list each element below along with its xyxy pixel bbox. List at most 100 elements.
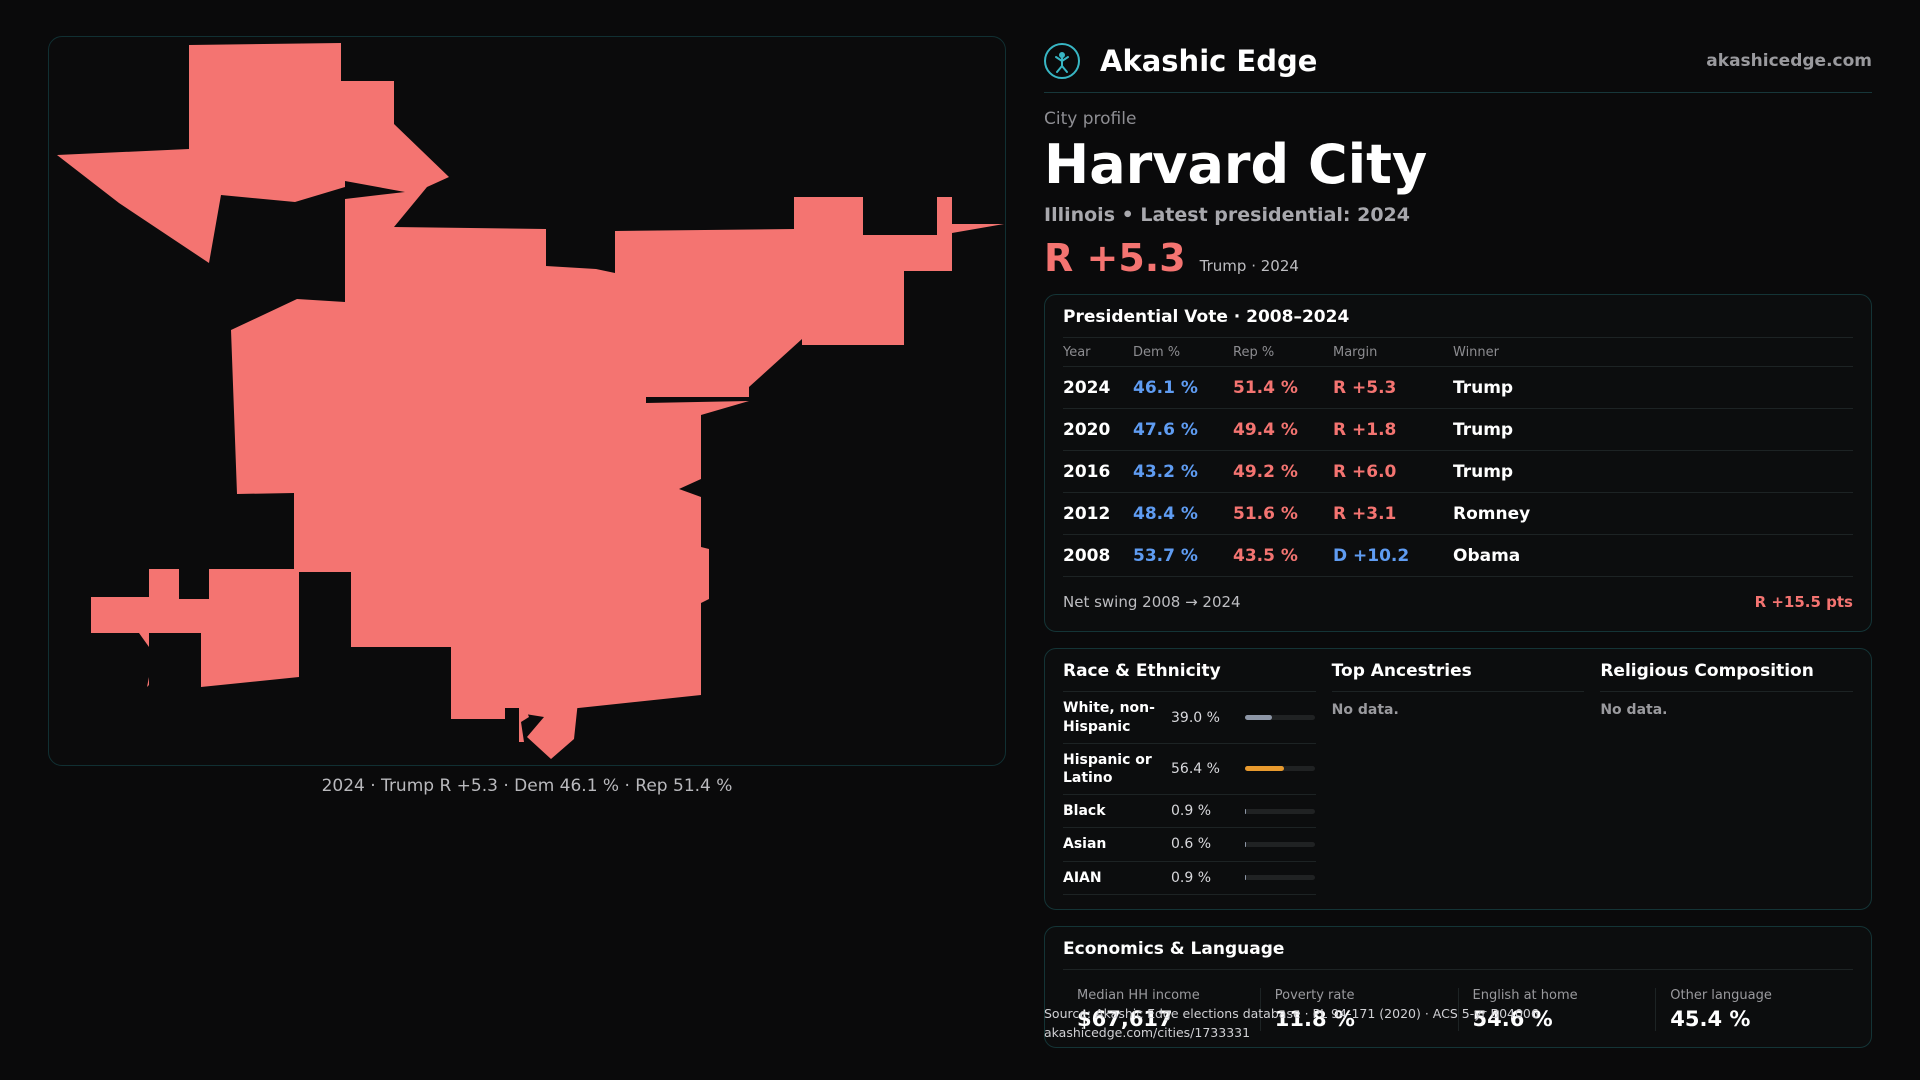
col-dem: Dem % bbox=[1133, 338, 1233, 368]
race-value: 56.4 % bbox=[1171, 760, 1220, 777]
cell-dem: 48.4 % bbox=[1133, 492, 1233, 536]
col-margin: Margin bbox=[1333, 338, 1453, 368]
map-caption: 2024 · Trump R +5.3 · Dem 46.1 % · Rep 5… bbox=[321, 776, 733, 796]
econ-stat-value: $67,617 bbox=[1077, 1007, 1173, 1032]
econ-stat-label: English at home bbox=[1472, 988, 1578, 1004]
brand-name[interactable]: Akashic Edge bbox=[1100, 44, 1318, 78]
profile-subtitle: Illinois • Latest presidential: 2024 bbox=[1044, 204, 1411, 227]
table-row: 2024 46.1 % 51.4 % R +5.3 Trump bbox=[1063, 366, 1853, 410]
table-row: 2008 53.7 % 43.5 % D +10.2 Obama bbox=[1063, 534, 1853, 578]
cell-winner: Romney bbox=[1453, 492, 1853, 536]
race-value: 0.9 % bbox=[1171, 803, 1212, 820]
race-row: Black 0.9 % bbox=[1063, 795, 1316, 829]
econ-stat: Poverty rate 11.8 % bbox=[1259, 988, 1458, 1032]
cell-winner: Trump bbox=[1453, 408, 1853, 452]
col-year: Year bbox=[1063, 338, 1133, 368]
city-boundary-shape[interactable] bbox=[57, 43, 1004, 759]
race-value: 39.0 % bbox=[1171, 709, 1220, 726]
race-bar bbox=[1245, 875, 1315, 881]
race-row: White, non-Hispanic 39.0 % bbox=[1063, 692, 1316, 744]
race-value: 0.9 % bbox=[1171, 869, 1212, 886]
col-winner: Winner bbox=[1453, 338, 1853, 368]
presidential-vote-card: Presidential Vote · 2008–2024 Year Dem %… bbox=[1044, 294, 1872, 633]
source-url[interactable]: akashicedge.com/cities/1733331 bbox=[1044, 1024, 1251, 1040]
cell-margin: R +1.8 bbox=[1333, 408, 1453, 452]
cell-year: 2020 bbox=[1063, 408, 1133, 452]
cell-dem: 47.6 % bbox=[1133, 408, 1233, 452]
econ-stat-label: Median HH income bbox=[1077, 988, 1200, 1004]
ancestries-empty: No data. bbox=[1331, 702, 1399, 719]
race-ethnicity-title: Race & Ethnicity bbox=[1063, 661, 1316, 693]
religion-empty: No data. bbox=[1600, 702, 1668, 719]
cell-rep: 51.4 % bbox=[1233, 366, 1333, 410]
economics-card: Economics & Language Median HH income $67… bbox=[1044, 926, 1872, 1049]
cell-winner: Trump bbox=[1453, 450, 1853, 494]
table-row: 2016 43.2 % 49.2 % R +6.0 Trump bbox=[1063, 450, 1853, 494]
econ-stat: Median HH income $67,617 bbox=[1063, 988, 1260, 1031]
econ-stat: Other language 45.4 % bbox=[1655, 988, 1853, 1032]
presidential-vote-title: Presidential Vote · 2008–2024 bbox=[1063, 307, 1853, 339]
econ-stat-value: 45.4 % bbox=[1670, 1007, 1751, 1032]
cell-rep: 43.5 % bbox=[1233, 534, 1333, 578]
race-label: AIAN bbox=[1063, 869, 1102, 886]
net-swing-label: Net swing 2008 → 2024 bbox=[1063, 593, 1241, 612]
religion-title: Religious Composition bbox=[1600, 661, 1854, 693]
econ-stat: English at home 54.6 % bbox=[1457, 988, 1656, 1032]
brand-header: Akashic Edge akashicedge.com bbox=[1044, 30, 1872, 93]
city-boundary-map bbox=[57, 43, 1004, 759]
race-row: Asian 0.6 % bbox=[1063, 828, 1316, 862]
cell-year: 2016 bbox=[1063, 450, 1133, 494]
source-text: Source: Akashic Edge elections database … bbox=[1044, 1006, 1539, 1021]
cell-year: 2008 bbox=[1063, 534, 1133, 578]
profile-eyebrow: City profile bbox=[1044, 109, 1137, 129]
net-swing-value: R +15.5 pts bbox=[1754, 593, 1853, 612]
race-bar-fill bbox=[1245, 766, 1285, 772]
cell-rep: 49.2 % bbox=[1233, 450, 1333, 494]
econ-stat-value: 54.6 % bbox=[1472, 1007, 1553, 1032]
source-footer: Source: Akashic Edge elections database … bbox=[1044, 1005, 1539, 1043]
religion-section: Religious Composition No data. bbox=[1600, 661, 1854, 897]
atom-figure-icon bbox=[1044, 43, 1080, 79]
latest-margin-note: Trump · 2024 bbox=[1199, 257, 1299, 276]
race-label: White, non-Hispanic bbox=[1063, 700, 1155, 735]
ancestries-title: Top Ancestries bbox=[1331, 661, 1585, 693]
table-row: 2020 47.6 % 49.4 % R +1.8 Trump bbox=[1063, 408, 1853, 452]
cell-rep: 51.6 % bbox=[1233, 492, 1333, 536]
race-row: AIAN 0.9 % bbox=[1063, 862, 1316, 895]
cell-margin: D +10.2 bbox=[1333, 534, 1453, 578]
race-bar bbox=[1245, 715, 1315, 721]
econ-stat-label: Other language bbox=[1670, 988, 1772, 1004]
race-label: Hispanic or Latino bbox=[1063, 751, 1152, 786]
race-label: Black bbox=[1063, 803, 1106, 820]
race-label: Asian bbox=[1063, 836, 1107, 853]
latest-margin-value: R +5.3 bbox=[1044, 236, 1186, 281]
col-rep: Rep % bbox=[1233, 338, 1333, 368]
latest-margin: R +5.3 Trump · 2024 bbox=[1044, 236, 1872, 280]
economics-title: Economics & Language bbox=[1063, 939, 1853, 971]
cell-dem: 53.7 % bbox=[1133, 534, 1233, 578]
econ-stat-label: Poverty rate bbox=[1274, 988, 1355, 1004]
table-row: 2012 48.4 % 51.6 % R +3.1 Romney bbox=[1063, 492, 1853, 536]
ancestries-section: Top Ancestries No data. bbox=[1331, 661, 1585, 897]
race-bar bbox=[1245, 841, 1315, 847]
cell-margin: R +5.3 bbox=[1333, 366, 1453, 410]
profile-column: Akashic Edge akashicedge.com City profil… bbox=[1044, 30, 1872, 1049]
race-bar bbox=[1245, 808, 1315, 814]
cell-winner: Obama bbox=[1453, 534, 1853, 578]
race-bar bbox=[1245, 766, 1315, 772]
cell-dem: 43.2 % bbox=[1133, 450, 1233, 494]
econ-stat-value: 11.8 % bbox=[1274, 1007, 1355, 1032]
cell-rep: 49.4 % bbox=[1233, 408, 1333, 452]
cell-margin: R +3.1 bbox=[1333, 492, 1453, 536]
race-ethnicity-section: Race & Ethnicity White, non-Hispanic 39.0… bbox=[1063, 661, 1316, 897]
race-value: 0.6 % bbox=[1171, 836, 1212, 853]
race-bar-fill bbox=[1245, 715, 1273, 721]
brand-domain-link[interactable]: akashicedge.com bbox=[1706, 51, 1872, 71]
cell-year: 2024 bbox=[1063, 366, 1133, 410]
net-swing: Net swing 2008 → 2024 R +15.5 pts bbox=[1063, 593, 1853, 611]
race-bar-fill bbox=[1245, 875, 1246, 881]
race-row: Hispanic or Latino 56.4 % bbox=[1063, 744, 1316, 796]
page-title: Harvard City bbox=[1044, 133, 1428, 196]
demographics-card: Race & Ethnicity White, non-Hispanic 39.0… bbox=[1044, 648, 1872, 911]
cell-year: 2012 bbox=[1063, 492, 1133, 536]
